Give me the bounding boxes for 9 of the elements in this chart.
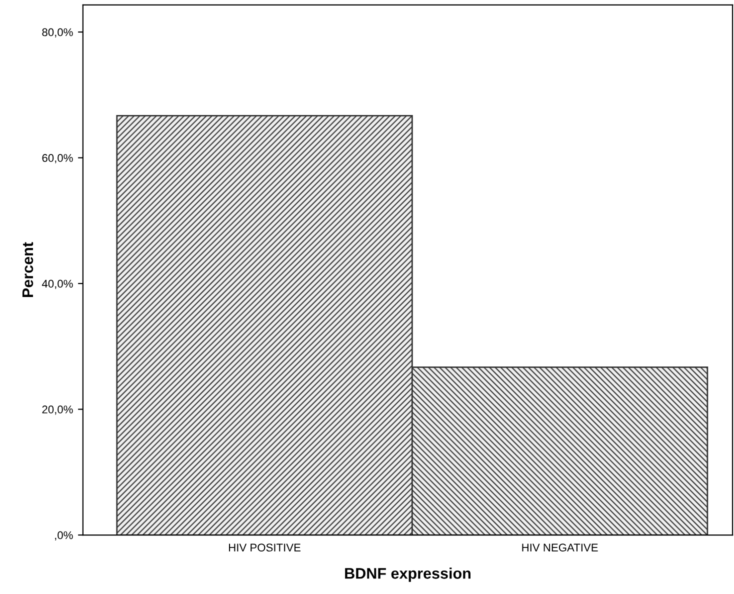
x-tick-label: HIV NEGATIVE	[522, 544, 598, 552]
x-axis-title: BDNF expression	[345, 568, 470, 582]
y-tick-label: 60,0%	[42, 154, 73, 164]
x-tick-label: HIV POSITIVE	[229, 544, 300, 552]
y-tick-label: 40,0%	[42, 280, 73, 289]
y-axis-title: Percent	[22, 242, 34, 298]
y-tick-label: 20,0%	[42, 406, 73, 415]
y-tick-label: ,0%	[55, 531, 73, 540]
y-tick-label: 80,0%	[42, 28, 73, 38]
